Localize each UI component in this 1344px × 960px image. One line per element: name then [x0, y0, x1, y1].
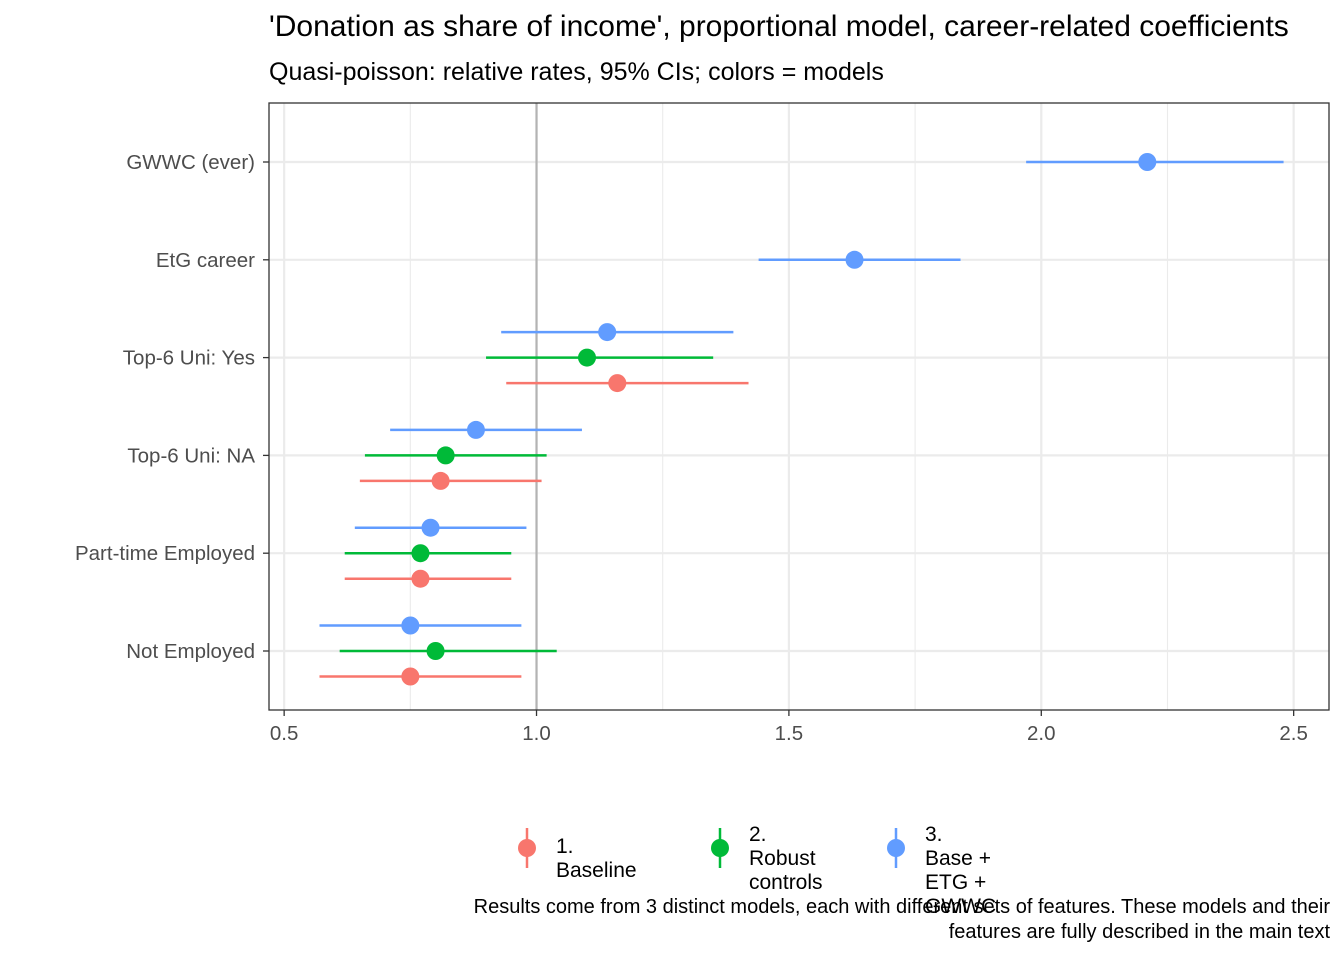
y-tick-label: Not Employed	[126, 640, 255, 663]
x-tick-label: 2.5	[1279, 722, 1308, 745]
legend-label-base-etg-gwwc: 3. Base + ETG + GWWC	[925, 823, 997, 918]
x-tick-label: 2.0	[1027, 722, 1056, 745]
point-3-base-etg-gwwc-part-time-employed	[421, 518, 440, 537]
y-tick-label: Part-time Employed	[75, 542, 255, 565]
y-tick-label: EtG career	[156, 249, 255, 272]
point-3-base-etg-gwwc-top-6-uni-yes	[598, 323, 617, 342]
point-1-baseline-not-employed	[401, 667, 420, 686]
point-2-robust-controls-top-6-uni-yes	[578, 348, 596, 367]
legend-label-baseline: 1. Baseline	[556, 835, 637, 882]
point-1-baseline-top-6-uni-yes	[608, 374, 627, 393]
point-3-base-etg-gwwc-top-6-uni-na	[466, 420, 485, 439]
y-tick-label: Top-6 Uni: NA	[127, 444, 255, 467]
legend-key-base-etg-gwwc	[887, 828, 905, 868]
panel-border	[268, 102, 1330, 711]
y-tick-label: GWWC (ever)	[126, 151, 255, 174]
y-tick-label: Top-6 Uni: Yes	[123, 347, 255, 370]
point-3-base-etg-gwwc-not-employed	[401, 616, 420, 635]
x-tick-label: 1.0	[522, 722, 551, 745]
chart-caption: Results come from 3 distinct models, eac…	[473, 896, 1330, 943]
legend-key-robust-controls	[711, 828, 729, 868]
legend-key-baseline	[518, 828, 536, 868]
axes: GWWC (ever) EtG career Top-6 Uni: Yes Top-6…	[75, 102, 1330, 745]
point-1-baseline-part-time-employed	[411, 569, 430, 588]
point-3-base-etg-gwwc-etg-career	[845, 250, 864, 269]
x-tick-label: 0.5	[270, 722, 299, 745]
chart-marks	[319, 153, 1284, 686]
x-tick-label: 1.5	[775, 722, 804, 745]
point-2-robust-controls-not-employed	[426, 642, 445, 660]
chart-title: 'Donation as share of income', proportio…	[269, 10, 1289, 43]
chart-subtitle: Quasi-poisson: relative rates, 95% CIs; …	[269, 58, 884, 86]
point-2-robust-controls-top-6-uni-na	[436, 446, 455, 465]
legend-label-robust-controls: 2. Robust controls	[749, 823, 823, 894]
point-1-baseline-top-6-uni-na	[431, 471, 450, 490]
point-3-base-etg-gwwc-gwwc-ever	[1138, 153, 1157, 171]
grid-lines	[269, 103, 1329, 710]
point-2-robust-controls-part-time-employed	[411, 544, 430, 563]
